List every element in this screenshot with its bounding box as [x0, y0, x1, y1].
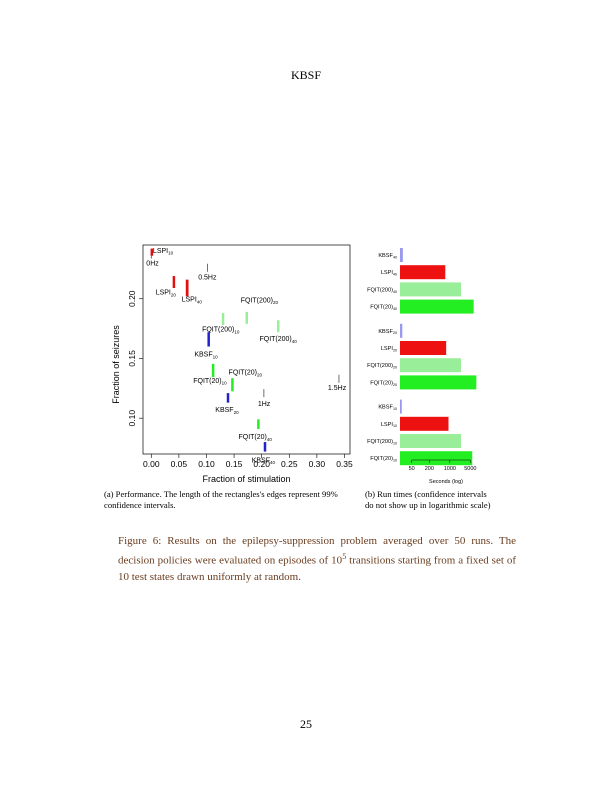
x-tick-label: 0.10: [198, 459, 215, 469]
run-time-bar: [400, 265, 446, 280]
bar-label: FQIT(200)20: [367, 363, 397, 369]
bar-x-tick-label: 1000: [444, 466, 456, 472]
figure-caption: Figure 6: Results on the epilepsy-suppre…: [118, 533, 516, 585]
run-time-bar: [400, 434, 461, 448]
caption-text: Results on the epilepsy-suppression prob…: [118, 535, 516, 567]
point-label: FQIT(200)20: [241, 297, 279, 305]
run-time-bar: [400, 358, 461, 373]
subcaption-b: (b) Run times (confidence intervals do n…: [365, 489, 491, 510]
x-axis-label: Fraction of stimulation: [202, 474, 290, 484]
data-point: [207, 332, 210, 347]
bar-x-tick-label: 50: [409, 466, 415, 472]
bar-label: FQIT(200)40: [367, 287, 397, 293]
scatter-plot-frame: [142, 244, 351, 455]
data-point: [231, 378, 234, 392]
point-label: FQIT(200)40: [259, 336, 297, 344]
run-time-bar: [400, 248, 403, 262]
point-label: LSPI20: [156, 290, 177, 298]
point-label: LSPI10: [153, 248, 174, 256]
bar-label: FQIT(20)40: [370, 305, 397, 311]
run-time-bar: [400, 341, 447, 355]
run-time-bar: [400, 375, 477, 390]
x-tick-label: 0.15: [226, 459, 243, 469]
data-point: [150, 248, 154, 256]
point-label: KBSF20: [215, 407, 239, 415]
x-tick-label: 0.25: [281, 459, 298, 469]
bar-label: FQIT(20)20: [370, 380, 397, 386]
caption-exponent: 5: [342, 552, 347, 561]
point-label: KBSF10: [194, 352, 218, 360]
y-tick-label: 0.10: [127, 410, 137, 427]
caption-label: Figure 6:: [118, 535, 162, 547]
caption-text-end: transitions starting from a fixed set of…: [118, 554, 517, 583]
reference-label: 0.5Hz: [198, 275, 217, 282]
run-time-bar: [400, 399, 402, 414]
bar-x-tick-label: 200: [425, 466, 434, 472]
data-point: [185, 279, 189, 297]
point-label: LSPI40: [182, 297, 203, 305]
x-tick-label: 0.00: [143, 459, 160, 469]
data-point: [211, 363, 215, 377]
bar-label: FQIT(200)10: [367, 439, 397, 445]
running-head: KBSF: [290, 68, 322, 82]
data-point: [276, 320, 280, 333]
run-time-bar: [400, 416, 449, 431]
run-time-bar: [400, 451, 473, 466]
bar-label: LSPI10: [381, 422, 397, 428]
scatter-panel: 0.00 0.05 0.10 0.15 0.20 0.25 0.30 0.35 0.10 0.15…: [111, 244, 353, 484]
bar-x-tick-label: 5000: [464, 466, 476, 472]
run-time-bar: [400, 282, 461, 297]
run-time-bar: [400, 299, 474, 314]
reference-label: 0Hz: [146, 260, 159, 267]
data-point: [221, 313, 225, 326]
point-label: KBSF40: [252, 457, 276, 465]
bar-label: KBSF20: [378, 329, 397, 335]
bar-label: FQIT(20)10: [370, 456, 397, 462]
bar-x-axis-label: Seconds (log): [429, 479, 463, 485]
x-tick-label: 0.05: [171, 459, 188, 469]
x-tick-label: 0.30: [309, 459, 326, 469]
reference-label: 1.5Hz: [328, 385, 347, 392]
data-point: [257, 419, 260, 429]
subcaption-a: (a) Performance. The length of the recta…: [104, 489, 338, 510]
y-axis-label: Fraction of seizures: [111, 325, 121, 404]
bar-label: KBSF10: [378, 405, 397, 411]
x-tick-label: 0.20: [253, 459, 270, 469]
data-point: [226, 393, 230, 403]
y-tick-label: 0.15: [127, 350, 137, 367]
page-number: 25: [300, 717, 312, 731]
data-point: [263, 442, 267, 452]
point-label: FQIT(20)10: [193, 378, 227, 386]
x-tick-label: 0.35: [336, 459, 353, 469]
bar-label: LSPI40: [381, 270, 397, 276]
point-label: FQIT(20)40: [238, 434, 272, 442]
y-tick-label: 0.20: [127, 290, 137, 307]
point-label: FQIT(200)10: [202, 327, 240, 335]
bar-label: LSPI20: [381, 346, 397, 352]
point-label: FQIT(20)20: [229, 370, 263, 378]
data-point: [172, 276, 176, 288]
bar-label: KBSF40: [378, 253, 397, 259]
data-point: [245, 311, 249, 324]
run-time-bar: [400, 323, 403, 338]
bar-panel: KBSF40 LSPI40 FQIT(200)40 FQIT(20)40 KBSF20 L…: [367, 248, 476, 485]
reference-label: 1Hz: [258, 401, 271, 408]
